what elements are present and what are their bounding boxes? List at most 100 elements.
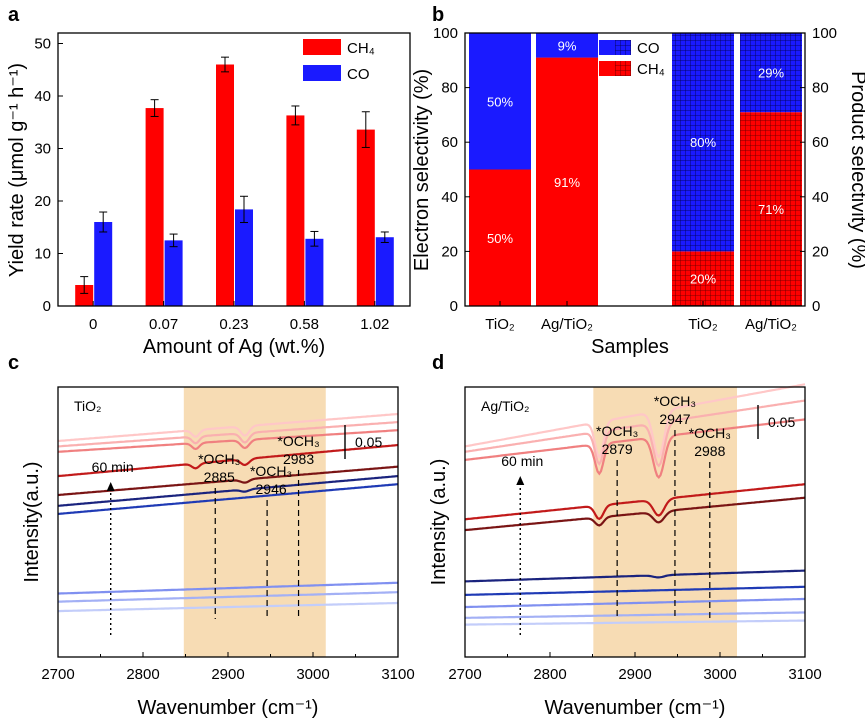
panel-a-y-axis-label: Yield rate (μmol g⁻¹ h⁻¹) — [6, 63, 28, 277]
legend-swatch — [599, 40, 631, 55]
y-tick-label: 50 — [34, 36, 51, 53]
sample-label: Ag/TiO₂ — [481, 398, 529, 414]
bar-co — [672, 33, 734, 252]
x-tick-label: TiO₂ — [688, 316, 718, 333]
y-tick-label-right: 60 — [812, 134, 829, 151]
x-tick-label: 2800 — [533, 666, 566, 683]
panel-b-y-axis-label: Electron selectivity (%) — [411, 69, 433, 271]
x-tick-label: 0.07 — [149, 316, 178, 333]
spectrum-line — [465, 585, 805, 596]
peak-species-label: *OCH₃ — [654, 393, 696, 409]
bar-ch4 — [536, 57, 598, 306]
x-tick-label: 3100 — [381, 666, 414, 683]
bar-ch4 — [216, 64, 234, 306]
legend-swatch-solid — [599, 40, 615, 55]
spectrum-line — [57, 483, 399, 515]
panel-b-frame — [464, 32, 806, 307]
y-tick-label: 100 — [433, 25, 458, 42]
y-axis-label: Intensity(a.u.) — [21, 461, 43, 582]
panel-b-x-axis-label: Samples — [591, 336, 669, 358]
spectrum-line — [464, 383, 806, 460]
y-tick-label: 0 — [43, 298, 51, 315]
legend-label: CH₄ — [347, 40, 375, 57]
bar-ch4 — [75, 285, 94, 306]
panel-a-x-axis-label: Amount of Ag (wt.%) — [143, 336, 325, 358]
bar-label-ch4: 20% — [690, 272, 716, 287]
y-tick-label: 40 — [441, 189, 458, 206]
bar-co — [375, 237, 394, 306]
y-axis-label: Intensity (a.u.) — [428, 459, 450, 586]
scale-bar-label: 0.05 — [355, 434, 382, 450]
legend-label: CO — [347, 66, 370, 83]
peak-species-label: *OCH₃ — [277, 433, 319, 449]
spectrum-line — [57, 421, 399, 448]
bar-ch4 — [740, 112, 802, 306]
panel-letter-c: c — [8, 352, 19, 374]
legend-label: CO — [637, 40, 660, 57]
time-arrow-head — [106, 482, 115, 491]
peak-wavenumber-label: 2988 — [694, 443, 725, 459]
bar-label-ch4: 50% — [487, 231, 513, 246]
panel-letter-d: d — [432, 352, 444, 374]
bar-label-co: 29% — [758, 66, 784, 81]
bar-co — [164, 240, 183, 306]
bar-label-ch4: 91% — [554, 175, 580, 190]
spectrum-line — [464, 483, 806, 521]
scale-bar-label: 0.05 — [768, 414, 795, 430]
spectrum-line — [464, 611, 805, 619]
spectrum-line — [464, 496, 806, 532]
shaded-region — [183, 387, 326, 657]
x-tick-label: Ag/TiO₂ — [745, 316, 797, 333]
peak-wavenumber-label: 2879 — [602, 441, 633, 457]
x-tick-label: 0.23 — [219, 316, 248, 333]
y-tick-label: 80 — [441, 80, 458, 97]
legend-swatch — [303, 39, 341, 55]
y-tick-label: 20 — [441, 243, 458, 260]
y-tick-label-right: 80 — [812, 80, 829, 97]
bar-label-co: 9% — [558, 38, 577, 53]
bar-ch4 — [145, 108, 164, 306]
spectrum-line — [57, 412, 399, 443]
panel-b-selectivity-chart: b 50% 50% 91% 9% 20% 80% 71% 29% 0 0 20 20 40 40 60 60… — [411, 4, 865, 358]
x-tick-label: 1.02 — [360, 316, 389, 333]
legend-swatch-pattern — [615, 40, 631, 55]
legend-swatch — [303, 65, 341, 81]
x-tick-label: 3000 — [703, 666, 736, 683]
spectrum-line — [465, 619, 806, 626]
x-tick-label: TiO₂ — [485, 316, 515, 333]
y-tick-label-right: 100 — [812, 25, 837, 42]
y-tick-label: 20 — [34, 193, 51, 210]
spectrum-line — [464, 418, 806, 479]
x-axis-label: Wavenumber (cm⁻¹) — [545, 697, 726, 719]
x-tick-label: 2700 — [41, 666, 74, 683]
panel-letter-b: b — [432, 4, 444, 26]
legend-swatch — [599, 61, 631, 76]
time-label: 60 min — [92, 459, 134, 475]
bar-co — [740, 33, 802, 113]
panel-letter-a: a — [8, 4, 20, 26]
spectrum-line — [57, 475, 399, 507]
bar-ch4 — [356, 129, 375, 306]
peak-species-label: *OCH₃ — [198, 451, 240, 467]
x-tick-label: 0 — [89, 316, 97, 333]
y-tick-label-right: 40 — [812, 189, 829, 206]
y-tick-label: 40 — [34, 88, 51, 105]
spectrum-line — [465, 597, 805, 609]
spectrum-line — [57, 443, 399, 478]
bar-ch4 — [286, 115, 305, 306]
x-axis-label: Wavenumber (cm⁻¹) — [138, 697, 319, 719]
bar-co — [469, 33, 531, 170]
peak-wavenumber-label: 2983 — [283, 451, 314, 467]
panel-a-yield-chart: a 0 10 20 30 40 50 0 0.07 0.23 0.58 1.02 CH₄ CO Yi… — [6, 4, 411, 358]
y-tick-label: 30 — [34, 141, 51, 158]
bar-label-co: 50% — [487, 94, 513, 109]
peak-species-label: *OCH₃ — [596, 423, 638, 439]
bar-label-co: 80% — [690, 135, 716, 150]
y-tick-label: 10 — [34, 246, 51, 263]
bar-ch4 — [672, 251, 734, 306]
x-tick-label: 2900 — [211, 666, 244, 683]
y-tick-label: 0 — [450, 298, 458, 315]
spectrum-line — [464, 569, 806, 583]
